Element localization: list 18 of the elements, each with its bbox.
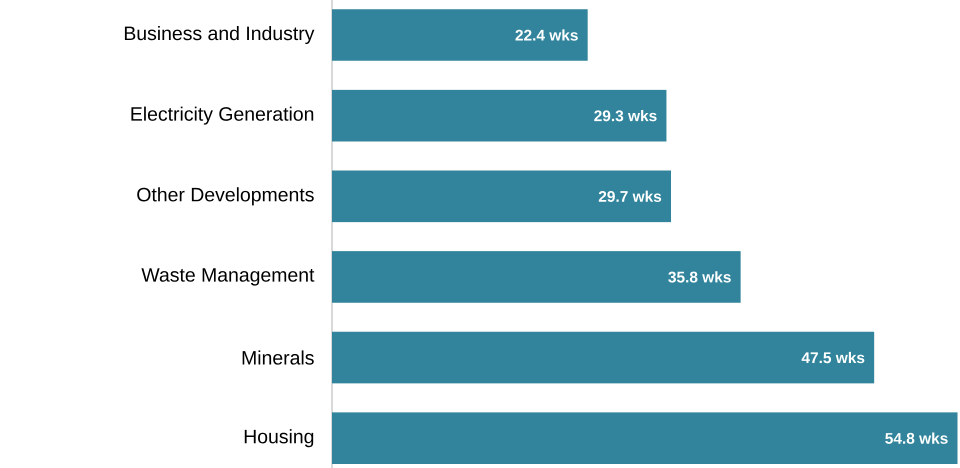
data-label: 47.5 wks xyxy=(802,352,864,364)
bar xyxy=(332,412,958,464)
y-tick-label: Business and Industry xyxy=(124,26,314,44)
y-tick-label: Housing xyxy=(244,429,314,448)
bar xyxy=(332,9,588,61)
bar xyxy=(332,90,666,142)
data-label: 29.7 wks xyxy=(598,190,662,202)
y-tick-label: Minerals xyxy=(242,350,314,365)
bar xyxy=(332,170,672,222)
bar xyxy=(332,251,741,303)
y-tick-label: Waste Management xyxy=(141,268,314,286)
data-label: 29.3 wks xyxy=(594,110,657,122)
bar xyxy=(332,332,874,384)
data-label: 54.8 wks xyxy=(885,432,948,444)
data-label: 22.4 wks xyxy=(515,29,578,41)
y-tick-label: Other Developments xyxy=(137,187,314,206)
data-label: 35.8 wks xyxy=(668,271,731,283)
y-tick-label: Electricity Generation xyxy=(131,106,314,125)
